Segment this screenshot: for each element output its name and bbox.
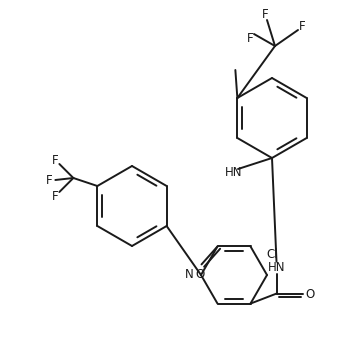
Text: F: F [262,8,268,21]
Text: F: F [299,20,305,33]
Text: O: O [306,288,315,301]
Text: O: O [195,268,204,281]
Text: F: F [52,189,59,202]
Text: HN: HN [225,167,243,180]
Text: F: F [247,31,253,45]
Text: Cl: Cl [266,248,278,261]
Text: F: F [52,153,59,167]
Text: HN: HN [268,261,285,274]
Text: F: F [46,173,53,186]
Text: N: N [185,269,194,282]
